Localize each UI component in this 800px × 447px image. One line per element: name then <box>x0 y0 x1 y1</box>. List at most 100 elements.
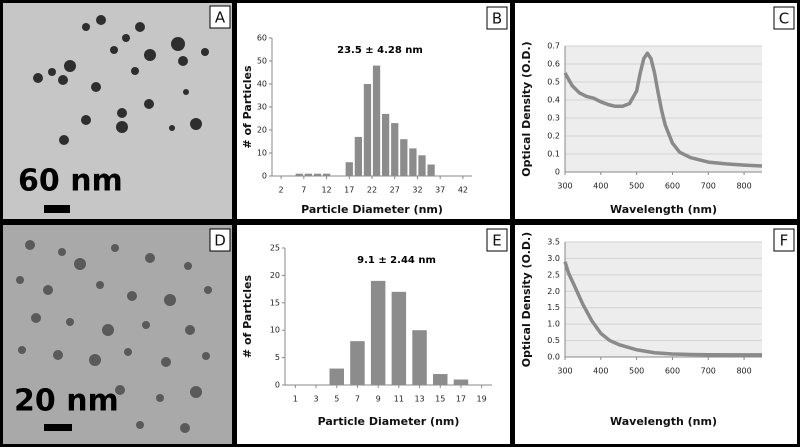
letter-box <box>209 5 231 29</box>
x-tick-label: 22 <box>367 186 377 195</box>
x-tick-label: 7 <box>301 186 306 195</box>
x-tick-label: 300 <box>557 182 572 191</box>
bar <box>295 173 303 176</box>
y-tick-label: 1.5 <box>547 303 560 312</box>
line <box>563 261 762 357</box>
x-tick-label: 600 <box>665 367 680 376</box>
x-tick-label: 11 <box>394 395 404 404</box>
y-tick-label: 30 <box>257 103 267 112</box>
y-tick-label: 10 <box>270 326 280 335</box>
y-tick-label: 15 <box>270 298 280 307</box>
bar <box>313 173 322 176</box>
micrograph <box>2 224 233 445</box>
y-axis-label: # of Particles <box>241 274 254 358</box>
scale-label: 60 nm <box>18 164 123 199</box>
x-tick-label: 42 <box>458 186 468 195</box>
bar <box>382 113 390 176</box>
particles <box>33 15 209 145</box>
y-tick-label: 20 <box>270 271 280 280</box>
x-tick-label: 800 <box>736 367 751 376</box>
x-tick-label: 12 <box>321 186 331 195</box>
x-axis-label: Particle Diameter (nm) <box>301 203 443 216</box>
letter-box <box>486 6 508 30</box>
x-tick-label: 5 <box>334 395 339 404</box>
bar <box>322 173 331 176</box>
x-tick-label: 17 <box>456 395 466 404</box>
y-tick-label: 0.5 <box>547 336 560 345</box>
x-tick-label: 17 <box>344 186 354 195</box>
letter-box <box>773 6 795 30</box>
scale-bar <box>44 424 72 431</box>
bar <box>427 164 435 176</box>
y-tick-label: 0.1 <box>547 150 560 159</box>
x-tick-label: 400 <box>593 182 608 191</box>
bar <box>453 379 469 385</box>
plot-area <box>565 46 762 172</box>
x-tick-label: 700 <box>701 182 716 191</box>
y-tick-label: 25 <box>270 244 280 253</box>
x-tick-label: 3 <box>314 395 319 404</box>
x-tick-label: 1 <box>293 395 298 404</box>
letter-box <box>486 228 508 252</box>
letter-box <box>773 228 795 252</box>
y-tick-label: 0.3 <box>547 114 560 123</box>
x-tick-label: 32 <box>412 186 422 195</box>
chart-title: 9.1 ± 2.44 nm <box>357 255 436 266</box>
y-tick-label: 0.7 <box>547 42 560 51</box>
chart-title: 23.5 ± 4.28 nm <box>337 45 423 56</box>
scale-label: 20 nm <box>14 384 119 419</box>
letter-box <box>209 228 231 252</box>
panel-letter: D <box>214 232 226 250</box>
y-tick-label: 3.0 <box>547 254 560 263</box>
panel-letter: B <box>492 10 502 28</box>
bar <box>391 123 399 176</box>
y-tick-label: 5 <box>275 353 280 362</box>
y-tick-label: 0.6 <box>547 60 560 69</box>
bar <box>372 65 381 176</box>
x-tick-label: 600 <box>665 182 680 191</box>
panel-letter: C <box>779 10 789 28</box>
bar <box>329 368 344 385</box>
bar <box>354 136 362 176</box>
scale-bar <box>44 205 70 213</box>
plot-area <box>565 242 762 357</box>
x-tick-label: 13 <box>414 395 424 404</box>
y-tick-label: 40 <box>257 80 267 89</box>
y-tick-label: 0 <box>555 168 560 177</box>
y-tick-label: 50 <box>257 57 267 66</box>
bar <box>391 291 407 385</box>
bar <box>363 84 372 176</box>
bar <box>418 155 426 176</box>
y-tick-label: 0 <box>275 381 280 390</box>
panel-border <box>235 1 512 221</box>
panel-letter: F <box>780 232 789 250</box>
bar <box>304 173 312 176</box>
panel-letter: E <box>492 232 501 250</box>
x-tick-label: 500 <box>629 367 644 376</box>
y-tick-label: 0.0 <box>547 353 560 362</box>
x-tick-label: 19 <box>477 395 487 404</box>
bar <box>370 280 386 385</box>
y-tick-label: 0.2 <box>547 132 560 141</box>
panel-border <box>1 1 234 221</box>
y-tick-label: 0.4 <box>547 96 560 105</box>
bar <box>412 330 427 385</box>
panel-border <box>1 223 234 446</box>
bar <box>400 139 408 176</box>
y-axis-label: Optical Density (O.D.) <box>520 232 533 367</box>
y-tick-label: 2.5 <box>547 270 560 279</box>
x-tick-label: 800 <box>736 182 751 191</box>
x-tick-label: 2 <box>279 186 284 195</box>
line <box>563 51 763 168</box>
panel-border <box>513 223 799 446</box>
x-axis-label: Wavelength (nm) <box>610 415 717 428</box>
y-tick-label: 3.5 <box>547 238 560 247</box>
y-tick-label: 0 <box>262 172 267 181</box>
y-axis-label: # of Particles <box>241 65 254 149</box>
y-tick-label: 20 <box>257 126 267 135</box>
x-tick-label: 500 <box>629 182 644 191</box>
x-tick-label: 7 <box>355 395 360 404</box>
x-tick-label: 27 <box>390 186 400 195</box>
bar <box>350 341 365 385</box>
